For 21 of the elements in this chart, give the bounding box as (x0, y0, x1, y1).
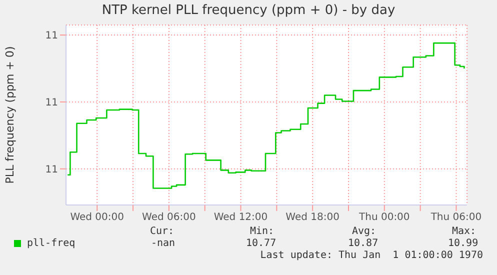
text: Cur: (150, 226, 174, 237)
text: Min: (250, 226, 274, 237)
text: -nan (151, 238, 176, 249)
x-tick-label: Wed 18:00 (286, 212, 340, 224)
x-tick-label: Wed 12:00 (214, 212, 268, 224)
x-tick-label: Wed 00:00 (70, 212, 124, 224)
chart-title: NTP kernel PLL frequency (ppm + 0) - by day (100, 3, 396, 18)
x-tick-label: Thu 06:00 (430, 212, 482, 224)
y-tick-label: 11 (45, 98, 58, 108)
x-tick-label: Thu 00:00 (358, 212, 410, 224)
y-axis-title: PLL frequency (ppm + 0) (4, 46, 16, 184)
x-tick-label: Wed 06:00 (142, 212, 196, 224)
text: 10.77 (246, 238, 276, 249)
text: Max: (452, 226, 476, 237)
y-tick-label: 11 (45, 30, 58, 42)
text: 10.99 (448, 238, 478, 249)
text: Last update: Thu Jan 1 01:00:00 1970 (260, 250, 483, 261)
text: 10.87 (348, 238, 378, 249)
y-tick-label: 11 (45, 164, 58, 176)
text: Avg: (352, 226, 376, 237)
legend-label: pll-freq (27, 238, 76, 249)
